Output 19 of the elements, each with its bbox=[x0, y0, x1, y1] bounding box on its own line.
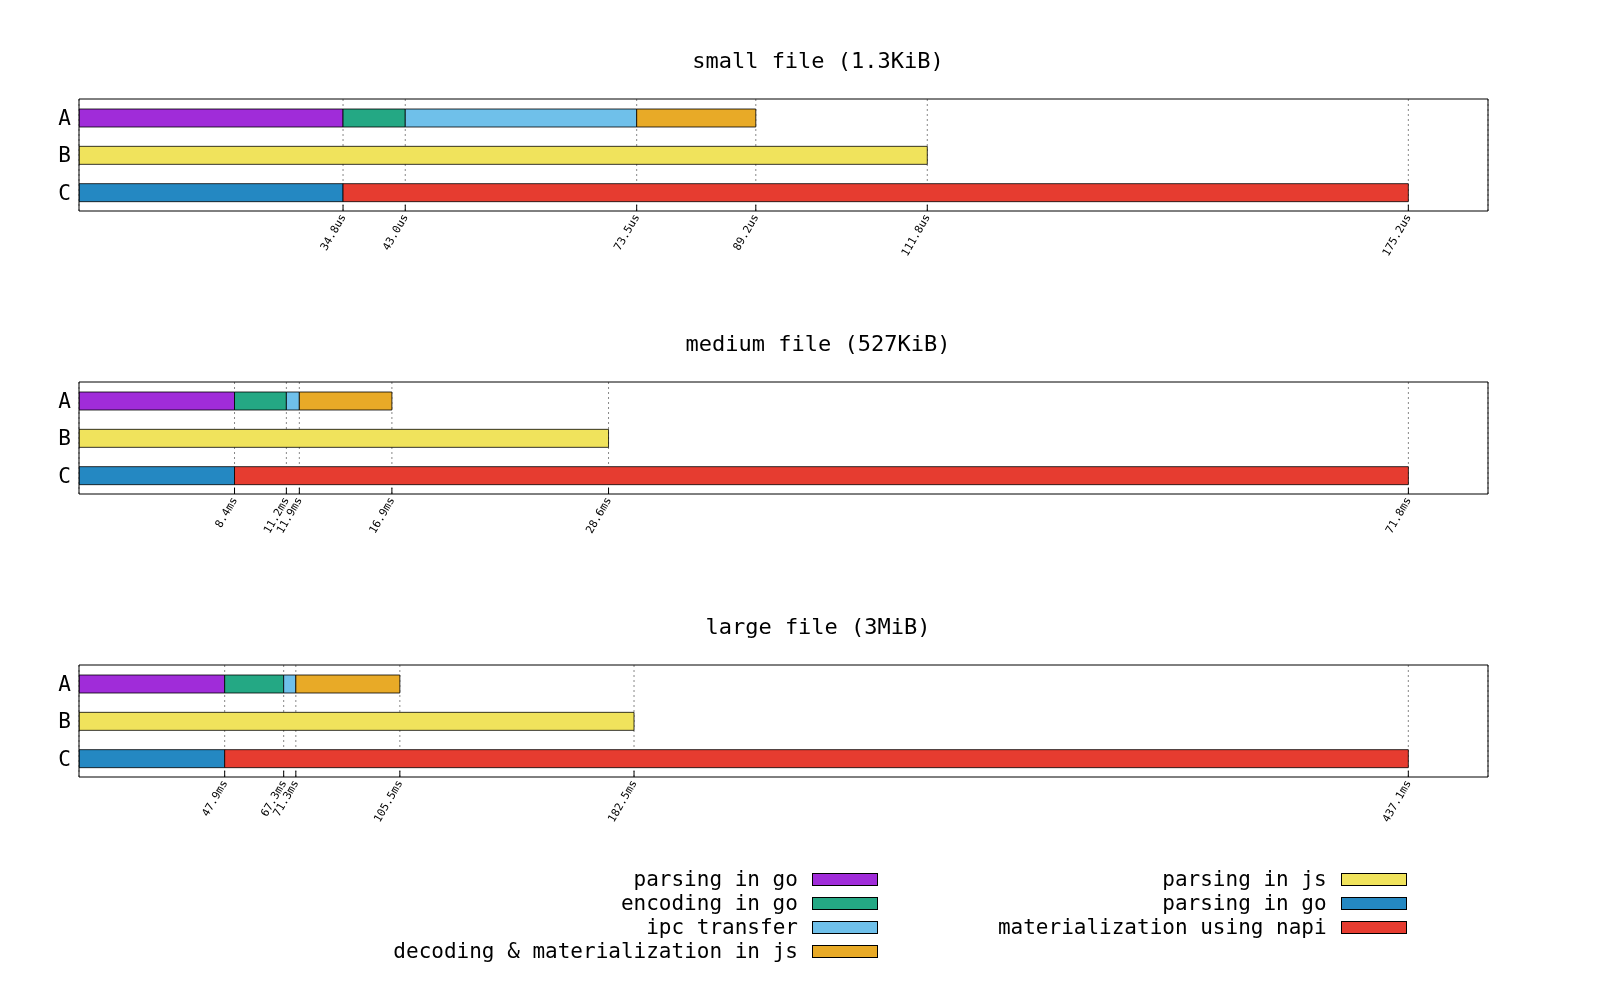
y-tick-label: A bbox=[58, 389, 72, 414]
legend-label: parsing in js bbox=[1162, 867, 1327, 891]
y-tick-label: C bbox=[58, 180, 71, 205]
y-tick-label: A bbox=[58, 106, 72, 131]
y-tick-label: B bbox=[58, 709, 71, 734]
y-tick-label: B bbox=[58, 143, 71, 168]
legend-label: ipc transfer bbox=[646, 915, 798, 939]
chart-title: small file (1.3KiB) bbox=[691, 47, 945, 75]
legend-label: materialization using napi bbox=[997, 915, 1327, 939]
legend-label: parsing in go bbox=[633, 867, 798, 891]
legend-label: parsing in go bbox=[1162, 891, 1327, 915]
y-tick-label: B bbox=[58, 426, 71, 451]
chart-title: medium file (527KiB) bbox=[684, 330, 952, 358]
chart-title: large file (3MiB) bbox=[704, 613, 932, 641]
y-tick-label: C bbox=[58, 746, 71, 771]
y-tick-label: C bbox=[58, 463, 71, 488]
legend-label: encoding in go bbox=[620, 891, 798, 915]
legend-label: decoding & materialization in js bbox=[393, 939, 798, 963]
y-tick-label: A bbox=[58, 672, 72, 697]
